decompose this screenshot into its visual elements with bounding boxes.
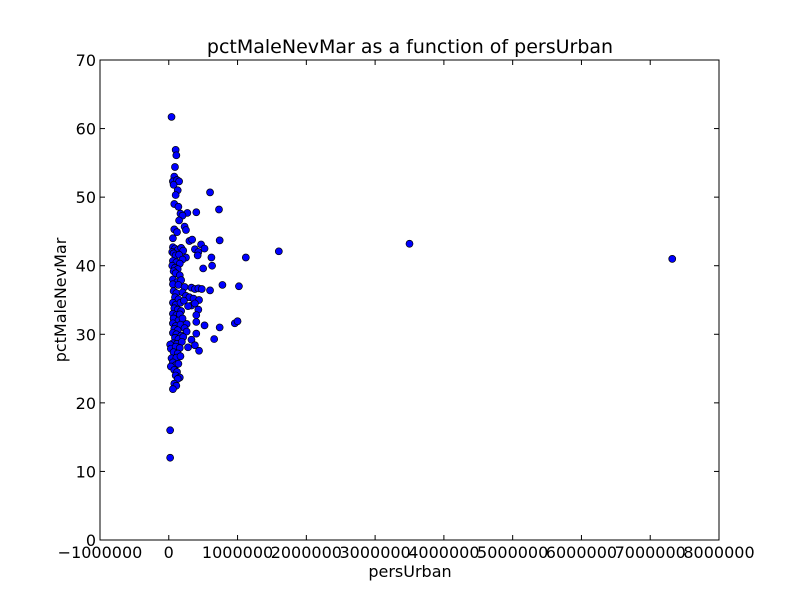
x-tick-label: 2000000 — [271, 543, 342, 562]
data-point — [192, 318, 201, 326]
data-point — [235, 282, 243, 291]
data-point — [206, 286, 214, 295]
scatter-points — [166, 113, 677, 462]
data-point — [184, 302, 192, 311]
data-point — [176, 352, 185, 361]
data-point — [197, 285, 206, 293]
data-point — [171, 163, 179, 171]
data-point — [215, 236, 224, 245]
data-point — [192, 311, 201, 319]
data-point — [175, 216, 183, 225]
data-point — [192, 208, 201, 217]
data-point — [171, 191, 180, 199]
y-tick-label: 10 — [76, 462, 96, 481]
data-point — [191, 299, 199, 308]
x-tick-label: −1000000 — [58, 543, 143, 562]
data-point — [215, 205, 223, 214]
data-point — [173, 228, 181, 236]
x-tick-label: 7000000 — [615, 543, 686, 562]
chart-title: pctMaleNevMar as a function of persUrban — [207, 36, 613, 58]
x-tick-label: 3000000 — [339, 543, 410, 562]
x-tick-label: 8000000 — [683, 543, 754, 562]
data-point — [191, 341, 199, 350]
data-point — [166, 426, 175, 435]
y-tick-label: 0 — [86, 531, 96, 550]
data-point — [274, 247, 283, 256]
data-point — [169, 234, 177, 243]
data-point — [182, 226, 190, 234]
x-tick-label: 6000000 — [546, 543, 617, 562]
y-tick-label: 50 — [76, 188, 96, 207]
data-point — [174, 202, 183, 211]
data-point — [193, 251, 202, 260]
data-point — [180, 296, 188, 305]
data-point — [167, 113, 176, 121]
data-point — [241, 253, 250, 262]
data-point — [184, 343, 192, 352]
data-point — [200, 321, 209, 330]
data-point — [174, 359, 183, 368]
data-point — [195, 346, 203, 355]
data-point — [172, 151, 181, 160]
x-axis-label: persUrban — [368, 562, 451, 581]
data-point — [187, 335, 196, 344]
data-point — [175, 177, 183, 186]
data-point — [207, 253, 216, 262]
data-point — [233, 317, 242, 326]
data-point — [192, 329, 201, 338]
y-axis-label: pctMaleNevMar — [51, 237, 70, 362]
y-tick-label: 30 — [76, 325, 96, 344]
y-tick-label: 60 — [76, 120, 96, 139]
x-tick-label: 1000000 — [202, 543, 273, 562]
data-point — [206, 188, 214, 197]
y-tick-label: 20 — [76, 394, 96, 413]
data-point — [218, 281, 227, 289]
data-point — [200, 244, 209, 253]
data-point — [169, 385, 177, 393]
data-point — [169, 180, 178, 189]
data-point — [215, 323, 224, 332]
data-point — [405, 239, 414, 248]
x-tick-label: 5000000 — [477, 543, 548, 562]
y-tick-label: 40 — [76, 257, 96, 276]
data-point — [199, 264, 208, 273]
y-tick-label: 70 — [76, 51, 96, 70]
data-point — [182, 327, 191, 336]
data-point — [188, 235, 197, 244]
x-tick-label: 4000000 — [408, 543, 479, 562]
data-point — [210, 335, 219, 343]
data-point — [208, 261, 216, 270]
data-point — [166, 453, 175, 462]
x-tick-label: 0 — [164, 543, 174, 562]
plot-frame — [99, 59, 720, 541]
axis-ticks: −1000000 0 1000000200000030000004000000500… — [58, 51, 755, 562]
data-point — [668, 255, 677, 263]
